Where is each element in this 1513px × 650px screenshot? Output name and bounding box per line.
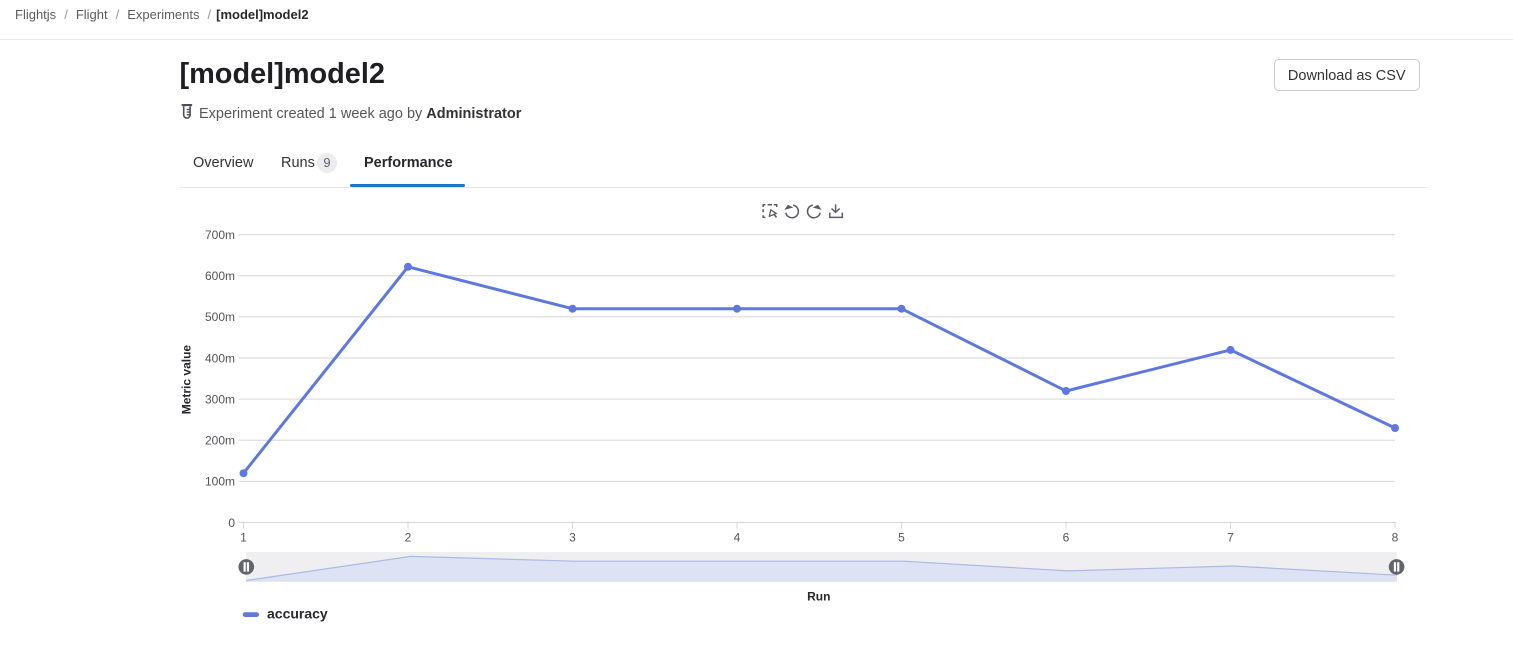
svg-text:100m: 100m	[205, 475, 235, 489]
svg-text:700m: 700m	[205, 228, 235, 242]
svg-text:8: 8	[1392, 531, 1399, 545]
svg-text:4: 4	[734, 531, 741, 545]
svg-text:600m: 600m	[205, 269, 235, 283]
svg-text:7: 7	[1227, 531, 1234, 545]
svg-text:500m: 500m	[205, 310, 235, 324]
svg-text:0: 0	[228, 516, 235, 530]
svg-text:accuracy: accuracy	[267, 605, 328, 621]
svg-text:200m: 200m	[205, 434, 235, 448]
svg-text:1: 1	[240, 531, 247, 545]
svg-text:Metric value: Metric value	[180, 345, 194, 415]
svg-text:300m: 300m	[205, 392, 235, 406]
svg-text:Run: Run	[807, 590, 830, 604]
svg-text:3: 3	[569, 531, 576, 545]
svg-text:6: 6	[1063, 531, 1070, 545]
svg-text:2: 2	[405, 531, 412, 545]
svg-text:400m: 400m	[205, 351, 235, 365]
svg-text:5: 5	[898, 531, 905, 545]
